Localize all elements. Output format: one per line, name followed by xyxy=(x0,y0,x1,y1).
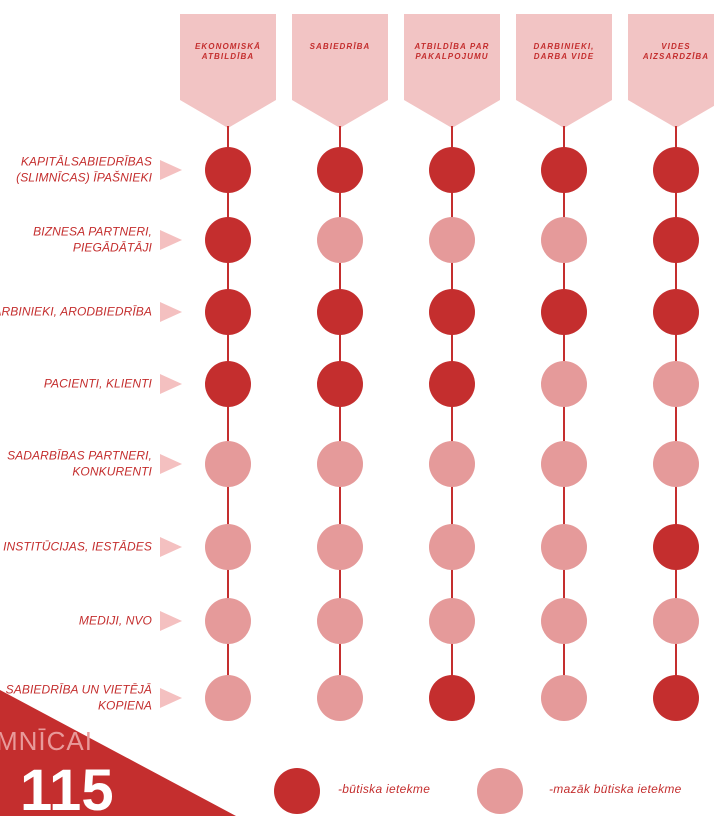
significant-impact-dot xyxy=(317,289,363,335)
less-significant-impact-dot xyxy=(317,524,363,570)
less-significant-impact-dot xyxy=(205,441,251,487)
significant-impact-dot xyxy=(205,361,251,407)
row-label: SADARBĪBAS PARTNERI, KONKURENTI xyxy=(7,448,152,479)
less-significant-impact-dot xyxy=(653,598,699,644)
significant-impact-dot xyxy=(205,147,251,193)
less-significant-impact-dot xyxy=(541,361,587,407)
legend-less-significant-label: -mazāk būtiska ietekme xyxy=(549,782,682,796)
legend-significant-dot xyxy=(274,768,320,814)
significant-impact-dot xyxy=(205,289,251,335)
less-significant-impact-dot xyxy=(653,441,699,487)
less-significant-impact-dot xyxy=(541,524,587,570)
column-header-banner xyxy=(292,14,388,128)
significant-impact-dot xyxy=(317,361,363,407)
column-header-label: SABIEDRĪBA xyxy=(309,42,371,51)
less-significant-impact-dot xyxy=(429,598,475,644)
row-label: MEDIJI, NVO xyxy=(78,613,152,628)
significant-impact-dot xyxy=(541,289,587,335)
column-header-label: DARBINIEKI, DARBA VIDE xyxy=(533,42,595,61)
column-header-banner xyxy=(180,14,276,128)
column-header-label: EKONOMISKĀ ATBILDĪBA xyxy=(194,42,262,61)
less-significant-impact-dot xyxy=(429,524,475,570)
row-label: KAPITĀLSABIEDRĪBAS (SLIMNĪCAS) ĪPAŠNIEKI xyxy=(16,154,152,185)
row-label: PACIENTI, KLIENTI xyxy=(43,376,152,391)
significant-impact-dot xyxy=(429,147,475,193)
less-significant-impact-dot xyxy=(317,217,363,263)
column-header-label: ATBILDĪBA PAR PAKALPOJUMU xyxy=(414,42,490,61)
less-significant-impact-dot xyxy=(317,598,363,644)
significant-impact-dot xyxy=(429,361,475,407)
row-arrow xyxy=(160,160,182,180)
significant-impact-dot xyxy=(541,147,587,193)
significant-impact-dot xyxy=(653,289,699,335)
less-significant-impact-dot xyxy=(205,675,251,721)
row-label: SABIEDRĪBA UN VIETĒJĀ KOPIENA xyxy=(5,682,152,713)
column-header-label: VIDES AIZSARDZĪBA xyxy=(642,42,710,61)
less-significant-impact-dot xyxy=(205,524,251,570)
less-significant-impact-dot xyxy=(541,675,587,721)
page-number: 115 xyxy=(20,758,114,816)
significant-impact-dot xyxy=(429,675,475,721)
column-header-banner xyxy=(404,14,500,128)
less-significant-impact-dot xyxy=(205,598,251,644)
row-arrow xyxy=(160,454,182,474)
less-significant-impact-dot xyxy=(429,441,475,487)
less-significant-impact-dot xyxy=(541,598,587,644)
row-arrow xyxy=(160,688,182,708)
significant-impact-dot xyxy=(653,524,699,570)
row-arrow xyxy=(160,230,182,250)
row-arrow xyxy=(160,374,182,394)
less-significant-impact-dot xyxy=(541,441,587,487)
corner-word: MNĪCAI xyxy=(0,726,93,756)
row-arrow xyxy=(160,302,182,322)
significant-impact-dot xyxy=(653,675,699,721)
row-label: DARBINIEKI, ARODBIEDRĪBA xyxy=(0,304,152,319)
less-significant-impact-dot xyxy=(653,361,699,407)
row-label: BIZNESA PARTNERI, PIEGĀDĀTĀJI xyxy=(33,224,152,255)
legend-significant-label: -būtiska ietekme xyxy=(338,782,431,796)
corner-triangle xyxy=(0,690,236,816)
significant-impact-dot xyxy=(653,217,699,263)
row-label: VALSTS INSTITŪCIJAS, IESTĀDES xyxy=(0,539,152,554)
row-arrow xyxy=(160,537,182,557)
row-arrow xyxy=(160,611,182,631)
legend-less-significant-dot xyxy=(477,768,523,814)
less-significant-impact-dot xyxy=(317,441,363,487)
less-significant-impact-dot xyxy=(429,217,475,263)
significant-impact-dot xyxy=(653,147,699,193)
significant-impact-dot xyxy=(205,217,251,263)
significant-impact-dot xyxy=(429,289,475,335)
column-header-banner xyxy=(516,14,612,128)
significant-impact-dot xyxy=(317,147,363,193)
column-header-banner xyxy=(628,14,714,128)
less-significant-impact-dot xyxy=(317,675,363,721)
less-significant-impact-dot xyxy=(541,217,587,263)
